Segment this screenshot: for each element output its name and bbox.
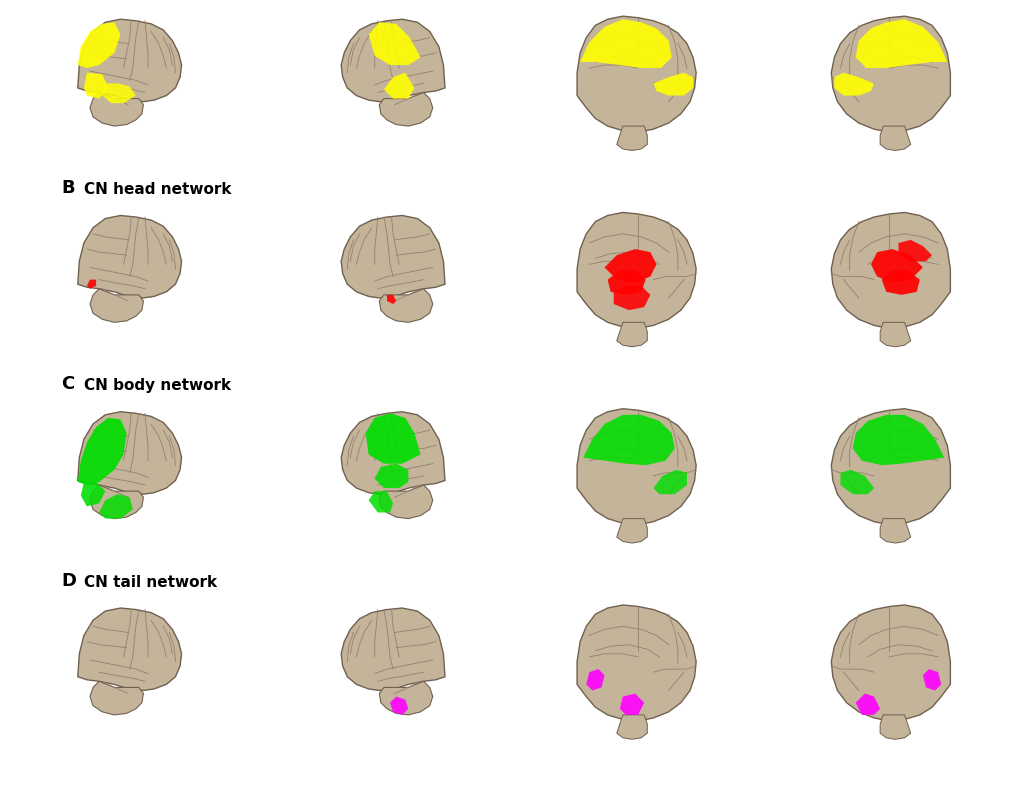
Polygon shape <box>379 289 432 322</box>
Polygon shape <box>340 216 444 298</box>
Polygon shape <box>613 285 650 310</box>
Polygon shape <box>577 213 695 328</box>
Polygon shape <box>90 93 144 126</box>
Text: CN body network: CN body network <box>84 378 231 393</box>
Polygon shape <box>898 240 931 262</box>
Polygon shape <box>879 519 910 543</box>
Polygon shape <box>922 669 941 691</box>
Polygon shape <box>81 482 105 507</box>
Polygon shape <box>620 694 644 715</box>
Polygon shape <box>77 412 181 494</box>
Polygon shape <box>577 408 695 525</box>
Polygon shape <box>389 696 408 715</box>
Polygon shape <box>340 19 444 102</box>
Polygon shape <box>77 216 181 298</box>
Text: CN head network: CN head network <box>84 182 231 197</box>
Polygon shape <box>616 715 647 739</box>
Polygon shape <box>616 519 647 543</box>
Polygon shape <box>880 270 919 295</box>
Polygon shape <box>653 469 687 494</box>
Polygon shape <box>879 126 910 151</box>
Polygon shape <box>830 213 950 328</box>
Polygon shape <box>379 681 432 715</box>
Polygon shape <box>580 19 672 68</box>
Polygon shape <box>90 485 144 519</box>
Polygon shape <box>583 415 675 465</box>
Polygon shape <box>374 464 408 488</box>
Polygon shape <box>102 83 136 103</box>
Polygon shape <box>77 19 181 102</box>
Polygon shape <box>577 16 695 132</box>
Polygon shape <box>852 415 944 465</box>
Polygon shape <box>90 681 144 715</box>
Polygon shape <box>87 280 96 289</box>
Polygon shape <box>840 469 873 494</box>
Polygon shape <box>77 418 126 485</box>
Polygon shape <box>604 249 656 282</box>
Polygon shape <box>77 608 181 691</box>
Polygon shape <box>607 270 645 295</box>
Polygon shape <box>365 413 420 464</box>
Text: C: C <box>61 375 74 393</box>
Polygon shape <box>879 715 910 739</box>
Polygon shape <box>383 73 414 98</box>
Polygon shape <box>340 608 444 691</box>
Polygon shape <box>90 289 144 322</box>
Polygon shape <box>855 19 947 68</box>
Polygon shape <box>616 322 647 347</box>
Polygon shape <box>879 322 910 347</box>
Polygon shape <box>368 22 420 65</box>
Polygon shape <box>870 249 922 282</box>
Polygon shape <box>77 22 120 68</box>
Text: CN tail network: CN tail network <box>84 575 217 590</box>
Polygon shape <box>386 295 395 304</box>
Polygon shape <box>830 605 950 721</box>
Polygon shape <box>379 93 432 126</box>
Polygon shape <box>616 126 647 151</box>
Polygon shape <box>855 694 879 715</box>
Polygon shape <box>379 485 432 519</box>
Polygon shape <box>830 16 950 132</box>
Polygon shape <box>84 73 108 98</box>
Polygon shape <box>653 73 693 95</box>
Polygon shape <box>834 73 873 95</box>
Text: B: B <box>61 179 75 197</box>
Text: D: D <box>61 572 76 590</box>
Polygon shape <box>99 494 132 519</box>
Polygon shape <box>577 605 695 721</box>
Polygon shape <box>340 412 444 494</box>
Polygon shape <box>368 491 392 512</box>
Polygon shape <box>586 669 604 691</box>
Polygon shape <box>830 408 950 525</box>
